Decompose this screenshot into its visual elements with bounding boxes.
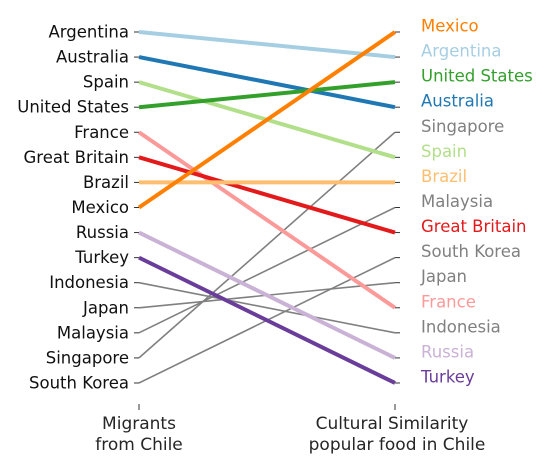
left-axis-label-line1: Migrants	[102, 414, 176, 434]
right-label-turkey: Turkey	[420, 367, 475, 386]
series-line-singapore	[138, 131, 396, 359]
series-line-russia	[138, 230, 396, 360]
left-label-russia: Russia	[76, 223, 129, 242]
left-label-singapore: Singapore	[46, 348, 129, 367]
series-line-mexico	[137, 30, 397, 210]
series-line-france	[137, 130, 397, 310]
right-label-spain: Spain	[421, 142, 467, 161]
right-label-france: France	[421, 292, 476, 311]
left-label-south-korea: South Korea	[29, 373, 129, 392]
series-line-argentina	[138, 30, 396, 60]
right-label-south-korea: South Korea	[421, 242, 521, 261]
series-line-great-britain	[138, 155, 396, 235]
left-label-brazil: Brazil	[83, 173, 129, 192]
left-rank-labels: Argentina Australia Spain United States Fran…	[17, 23, 129, 393]
right-label-brazil: Brazil	[421, 167, 467, 186]
series-line-united-states	[138, 80, 396, 110]
left-label-argentina: Argentina	[49, 23, 130, 42]
right-axis-label-line2: popular food in Chile	[309, 435, 486, 455]
axis-labels: Migrants from Chile Cultural Similarity …	[95, 414, 485, 455]
right-label-indonesia: Indonesia	[421, 317, 501, 336]
left-label-france: France	[74, 123, 129, 142]
right-axis-label-line1: Cultural Similarity	[316, 414, 469, 434]
right-rank-labels: Mexico Argentina United States Australia Sin…	[420, 17, 533, 387]
right-label-japan: Japan	[420, 267, 467, 286]
series-line-turkey	[138, 255, 396, 385]
left-label-australia: Australia	[56, 48, 129, 67]
left-label-spain: Spain	[83, 73, 129, 92]
right-label-mexico: Mexico	[421, 17, 479, 36]
series-line-malaysia	[138, 206, 396, 334]
right-label-great-britain: Great Britain	[421, 217, 527, 236]
right-label-russia: Russia	[421, 342, 474, 361]
right-label-singapore: Singapore	[421, 117, 504, 136]
right-label-argentina: Argentina	[421, 42, 502, 61]
left-label-japan: Japan	[82, 298, 129, 317]
right-label-australia: Australia	[421, 92, 494, 111]
axis-ticks	[134, 31, 400, 410]
left-label-great-britain: Great Britain	[24, 148, 130, 167]
left-label-united-states: United States	[17, 98, 129, 117]
right-label-malaysia: Malaysia	[421, 192, 493, 211]
left-label-indonesia: Indonesia	[49, 273, 129, 292]
left-label-mexico: Mexico	[71, 198, 129, 217]
left-label-malaysia: Malaysia	[57, 323, 129, 342]
left-axis-label-line2: from Chile	[95, 435, 183, 455]
series-line-australia	[138, 55, 396, 110]
right-label-united-states: United States	[421, 67, 533, 86]
left-label-turkey: Turkey	[74, 248, 129, 267]
series-lines	[137, 30, 397, 385]
series-line-indonesia	[138, 281, 396, 334]
